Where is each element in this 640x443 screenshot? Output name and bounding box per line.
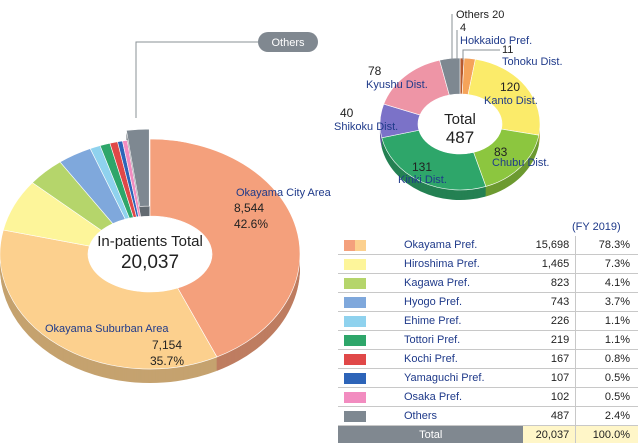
table-region-name: Kochi Pref. <box>366 350 523 369</box>
chubu-label: Chubu Dist. <box>492 157 549 169</box>
swatch-color <box>344 354 366 365</box>
table-region-name: Hiroshima Pref. <box>366 255 523 274</box>
swatch-color <box>344 392 366 403</box>
table-value: 219 <box>523 331 575 350</box>
swatch-color <box>344 240 366 251</box>
tohoku-label: Tohoku Dist. <box>502 56 563 68</box>
table-percent: 1.1% <box>576 312 638 331</box>
table-total-value: 20,037 <box>523 426 575 443</box>
table-region-name: Hyogo Pref. <box>366 293 523 312</box>
okayama-suburban-label: Okayama Suburban Area <box>45 323 169 335</box>
table-color-swatch <box>338 350 366 369</box>
hokkaido-label: Hokkaido Pref. <box>460 35 532 47</box>
inpatients-total-label: In-patients Total <box>97 233 203 250</box>
table-value: 15,698 <box>523 236 575 255</box>
okayama-city-label: Okayama City Area <box>236 187 332 199</box>
table-color-swatch <box>338 407 366 426</box>
table-color-swatch <box>338 331 366 350</box>
swatch-color <box>344 259 366 270</box>
hokkaido-value: 4 <box>460 22 466 34</box>
table-percent: 4.1% <box>576 274 638 293</box>
kyushu-label: Kyushu Dist. <box>366 79 428 91</box>
table-value: 823 <box>523 274 575 293</box>
table-color-swatch <box>338 236 366 255</box>
okayama-suburban-percent: 35.7% <box>150 354 184 368</box>
table-color-swatch <box>338 388 366 407</box>
table-percent: 3.7% <box>576 293 638 312</box>
table-percent: 78.3% <box>576 236 638 255</box>
swatch-color <box>344 373 366 384</box>
okayama-suburban-value: 7,154 <box>152 338 182 352</box>
table-region-name: Yamaguchi Pref. <box>366 369 523 388</box>
swatch-color <box>344 278 366 289</box>
table-value: 107 <box>523 369 575 388</box>
swatch-color <box>344 335 366 346</box>
others-leader-line <box>136 42 258 118</box>
table-color-swatch <box>338 312 366 331</box>
kyushu-value: 78 <box>368 64 382 78</box>
others-total-value: 487 <box>446 128 474 147</box>
table-color-swatch <box>338 369 366 388</box>
table-color-swatch <box>338 255 366 274</box>
table-value: 102 <box>523 388 575 407</box>
table-value: 1,465 <box>523 255 575 274</box>
kanto-value: 120 <box>500 80 520 94</box>
table-value: 226 <box>523 312 575 331</box>
table-value: 167 <box>523 350 575 369</box>
table-total-label: Total <box>338 426 523 443</box>
table-region-name: Osaka Pref. <box>366 388 523 407</box>
table-percent: 0.5% <box>576 388 638 407</box>
kinki-value: 131 <box>412 160 432 174</box>
table-region-name: Okayama Pref. <box>366 236 523 255</box>
others-tag-label: Others <box>271 37 305 49</box>
table-color-swatch <box>338 274 366 293</box>
table-percent: 2.4% <box>576 407 638 426</box>
okayama-city-value: 8,544 <box>234 201 264 215</box>
table-percent: 0.8% <box>576 350 638 369</box>
swatch-color <box>344 316 366 327</box>
table-region-name: Tottori Pref. <box>366 331 523 350</box>
kanto-label: Kanto Dist. <box>484 95 538 107</box>
table-percent: 0.5% <box>576 369 638 388</box>
shikoku-value: 40 <box>340 106 354 120</box>
table-region-name: Others <box>366 407 523 426</box>
kinki-label: Kinki Dist. <box>398 174 447 186</box>
table-percent: 7.3% <box>576 255 638 274</box>
fiscal-year-label: (FY 2019) <box>572 221 621 233</box>
others20-value: Others 20 <box>456 9 504 21</box>
okayama-city-percent: 42.6% <box>234 217 268 231</box>
tohoku-value: 11 <box>502 44 513 56</box>
table-percent: 1.1% <box>576 331 638 350</box>
inpatients-total-value: 20,037 <box>121 252 179 273</box>
table-total-percent: 100.0% <box>576 426 638 443</box>
others-total-label: Total <box>444 111 476 128</box>
table-value: 743 <box>523 293 575 312</box>
shikoku-label: Shikoku Dist. <box>334 121 398 133</box>
table-color-swatch <box>338 293 366 312</box>
swatch-color <box>344 411 366 422</box>
table-region-name: Kagawa Pref. <box>366 274 523 293</box>
table-region-name: Ehime Pref. <box>366 312 523 331</box>
table-value: 487 <box>523 407 575 426</box>
swatch-color <box>344 297 366 308</box>
